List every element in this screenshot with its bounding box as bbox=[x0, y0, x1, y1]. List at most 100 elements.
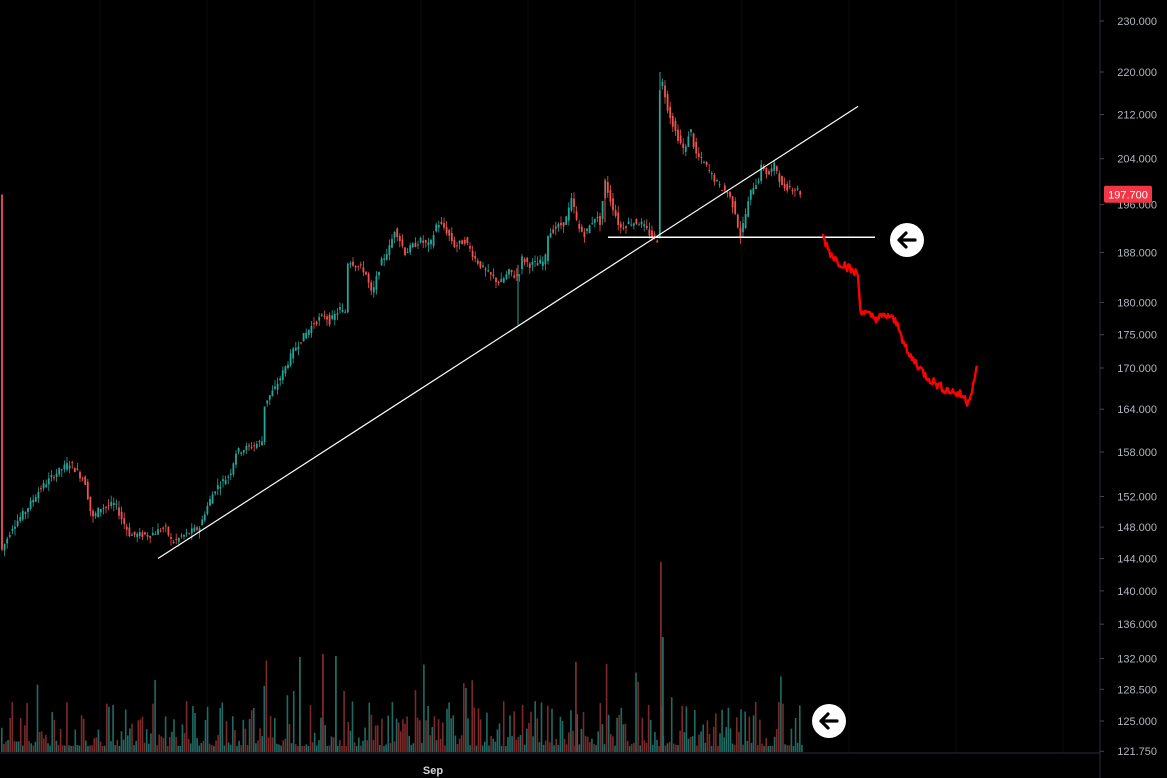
candle-body bbox=[474, 255, 477, 259]
volume-bar bbox=[488, 745, 490, 752]
candle-body bbox=[55, 473, 58, 477]
candle-body bbox=[770, 168, 773, 172]
volume-bar bbox=[139, 719, 142, 752]
candle-body bbox=[294, 347, 297, 351]
volume-bar bbox=[305, 744, 308, 752]
candle-body bbox=[593, 218, 596, 223]
volume-bar bbox=[677, 745, 679, 752]
volume-bar bbox=[526, 728, 528, 752]
volume-bar bbox=[328, 745, 331, 752]
candle-body bbox=[726, 192, 729, 194]
candle-body bbox=[749, 189, 752, 200]
candle-body bbox=[193, 527, 196, 532]
candle-body bbox=[385, 254, 388, 260]
volume-bar bbox=[116, 740, 119, 752]
candle-body bbox=[224, 479, 227, 485]
arrow-left-circle-icon[interactable] bbox=[890, 223, 924, 257]
candle-body bbox=[518, 274, 521, 276]
candle-body bbox=[450, 232, 453, 242]
candle-body bbox=[185, 532, 188, 534]
candle-body bbox=[214, 491, 217, 494]
volume-bar bbox=[51, 712, 53, 752]
arrow-left-circle-icon[interactable] bbox=[812, 704, 846, 738]
volume-bar bbox=[192, 706, 194, 752]
volume-bar bbox=[675, 744, 677, 752]
candle-body bbox=[703, 162, 705, 164]
volume-bar bbox=[750, 742, 753, 752]
volume-bar bbox=[383, 745, 385, 752]
candle-body bbox=[752, 188, 755, 195]
volume-bar bbox=[580, 728, 583, 752]
candle-body bbox=[614, 210, 617, 217]
candle-body bbox=[362, 267, 365, 273]
candle-body bbox=[471, 250, 474, 258]
volume-bar bbox=[509, 715, 511, 752]
volume-bar bbox=[145, 729, 148, 752]
price-tick-label: 175.000 bbox=[1117, 330, 1157, 342]
candle-body bbox=[708, 169, 711, 171]
candle-body bbox=[268, 395, 271, 400]
volume-bar bbox=[190, 743, 192, 752]
candle-body bbox=[258, 441, 261, 443]
candle-body bbox=[203, 514, 206, 521]
candle-body bbox=[183, 535, 185, 537]
candle-body bbox=[710, 173, 713, 175]
candle-body bbox=[731, 196, 734, 208]
volume-bar bbox=[799, 705, 801, 752]
volume-bar bbox=[683, 732, 686, 752]
volume-bar bbox=[381, 718, 383, 752]
candle-body bbox=[578, 223, 581, 229]
volume-bar bbox=[395, 718, 398, 752]
candle-body bbox=[713, 174, 716, 182]
volume-bar bbox=[523, 744, 526, 752]
volume-bar bbox=[24, 725, 26, 752]
volume-bar bbox=[444, 745, 446, 752]
volume-bar bbox=[668, 741, 671, 752]
volume-bar bbox=[454, 735, 457, 752]
volume-bar bbox=[717, 745, 719, 752]
volume-bar bbox=[45, 734, 47, 752]
volume-bar bbox=[670, 697, 673, 752]
candle-body bbox=[323, 316, 326, 318]
candle-body bbox=[591, 223, 594, 225]
candle-body bbox=[357, 266, 360, 268]
volume-bar bbox=[362, 740, 364, 752]
volume-bar bbox=[150, 733, 152, 752]
candle-body bbox=[297, 346, 300, 350]
volume-bar bbox=[34, 741, 37, 752]
candle-body bbox=[482, 265, 484, 267]
price-tick-label: 148.000 bbox=[1117, 522, 1157, 534]
drawings[interactable] bbox=[157, 105, 875, 560]
volume-bar bbox=[477, 708, 480, 752]
candle-body bbox=[609, 190, 612, 202]
candle-body bbox=[729, 191, 731, 197]
candle-body bbox=[796, 188, 799, 190]
volume-bar bbox=[544, 740, 547, 752]
volume-bar bbox=[534, 701, 536, 752]
candle-body bbox=[778, 173, 781, 182]
price-axis[interactable]: 230.000220.000212.000204.000196.000188.0… bbox=[1100, 16, 1157, 758]
volume-bar bbox=[731, 743, 734, 752]
volume-bar bbox=[307, 745, 310, 752]
candle-body bbox=[289, 353, 292, 366]
volume-bar bbox=[32, 745, 35, 752]
candle-body bbox=[697, 153, 700, 157]
candle-body bbox=[716, 179, 718, 181]
volume-bar bbox=[358, 737, 360, 752]
volume-bar bbox=[318, 740, 320, 752]
candle-body bbox=[292, 348, 295, 359]
candle-body bbox=[656, 240, 659, 243]
candle-body bbox=[172, 542, 175, 544]
volume-bar bbox=[666, 743, 669, 752]
volume-bar bbox=[647, 705, 650, 752]
candle-body bbox=[271, 390, 274, 397]
volume-bar bbox=[196, 738, 198, 752]
candle-body bbox=[565, 216, 568, 225]
volume-bar bbox=[187, 739, 190, 752]
volume-bar bbox=[689, 736, 692, 752]
volume-bar bbox=[471, 680, 473, 752]
volume-bar bbox=[288, 724, 291, 752]
volume-bar bbox=[349, 730, 352, 752]
price-tick-label: 132.000 bbox=[1117, 653, 1157, 665]
